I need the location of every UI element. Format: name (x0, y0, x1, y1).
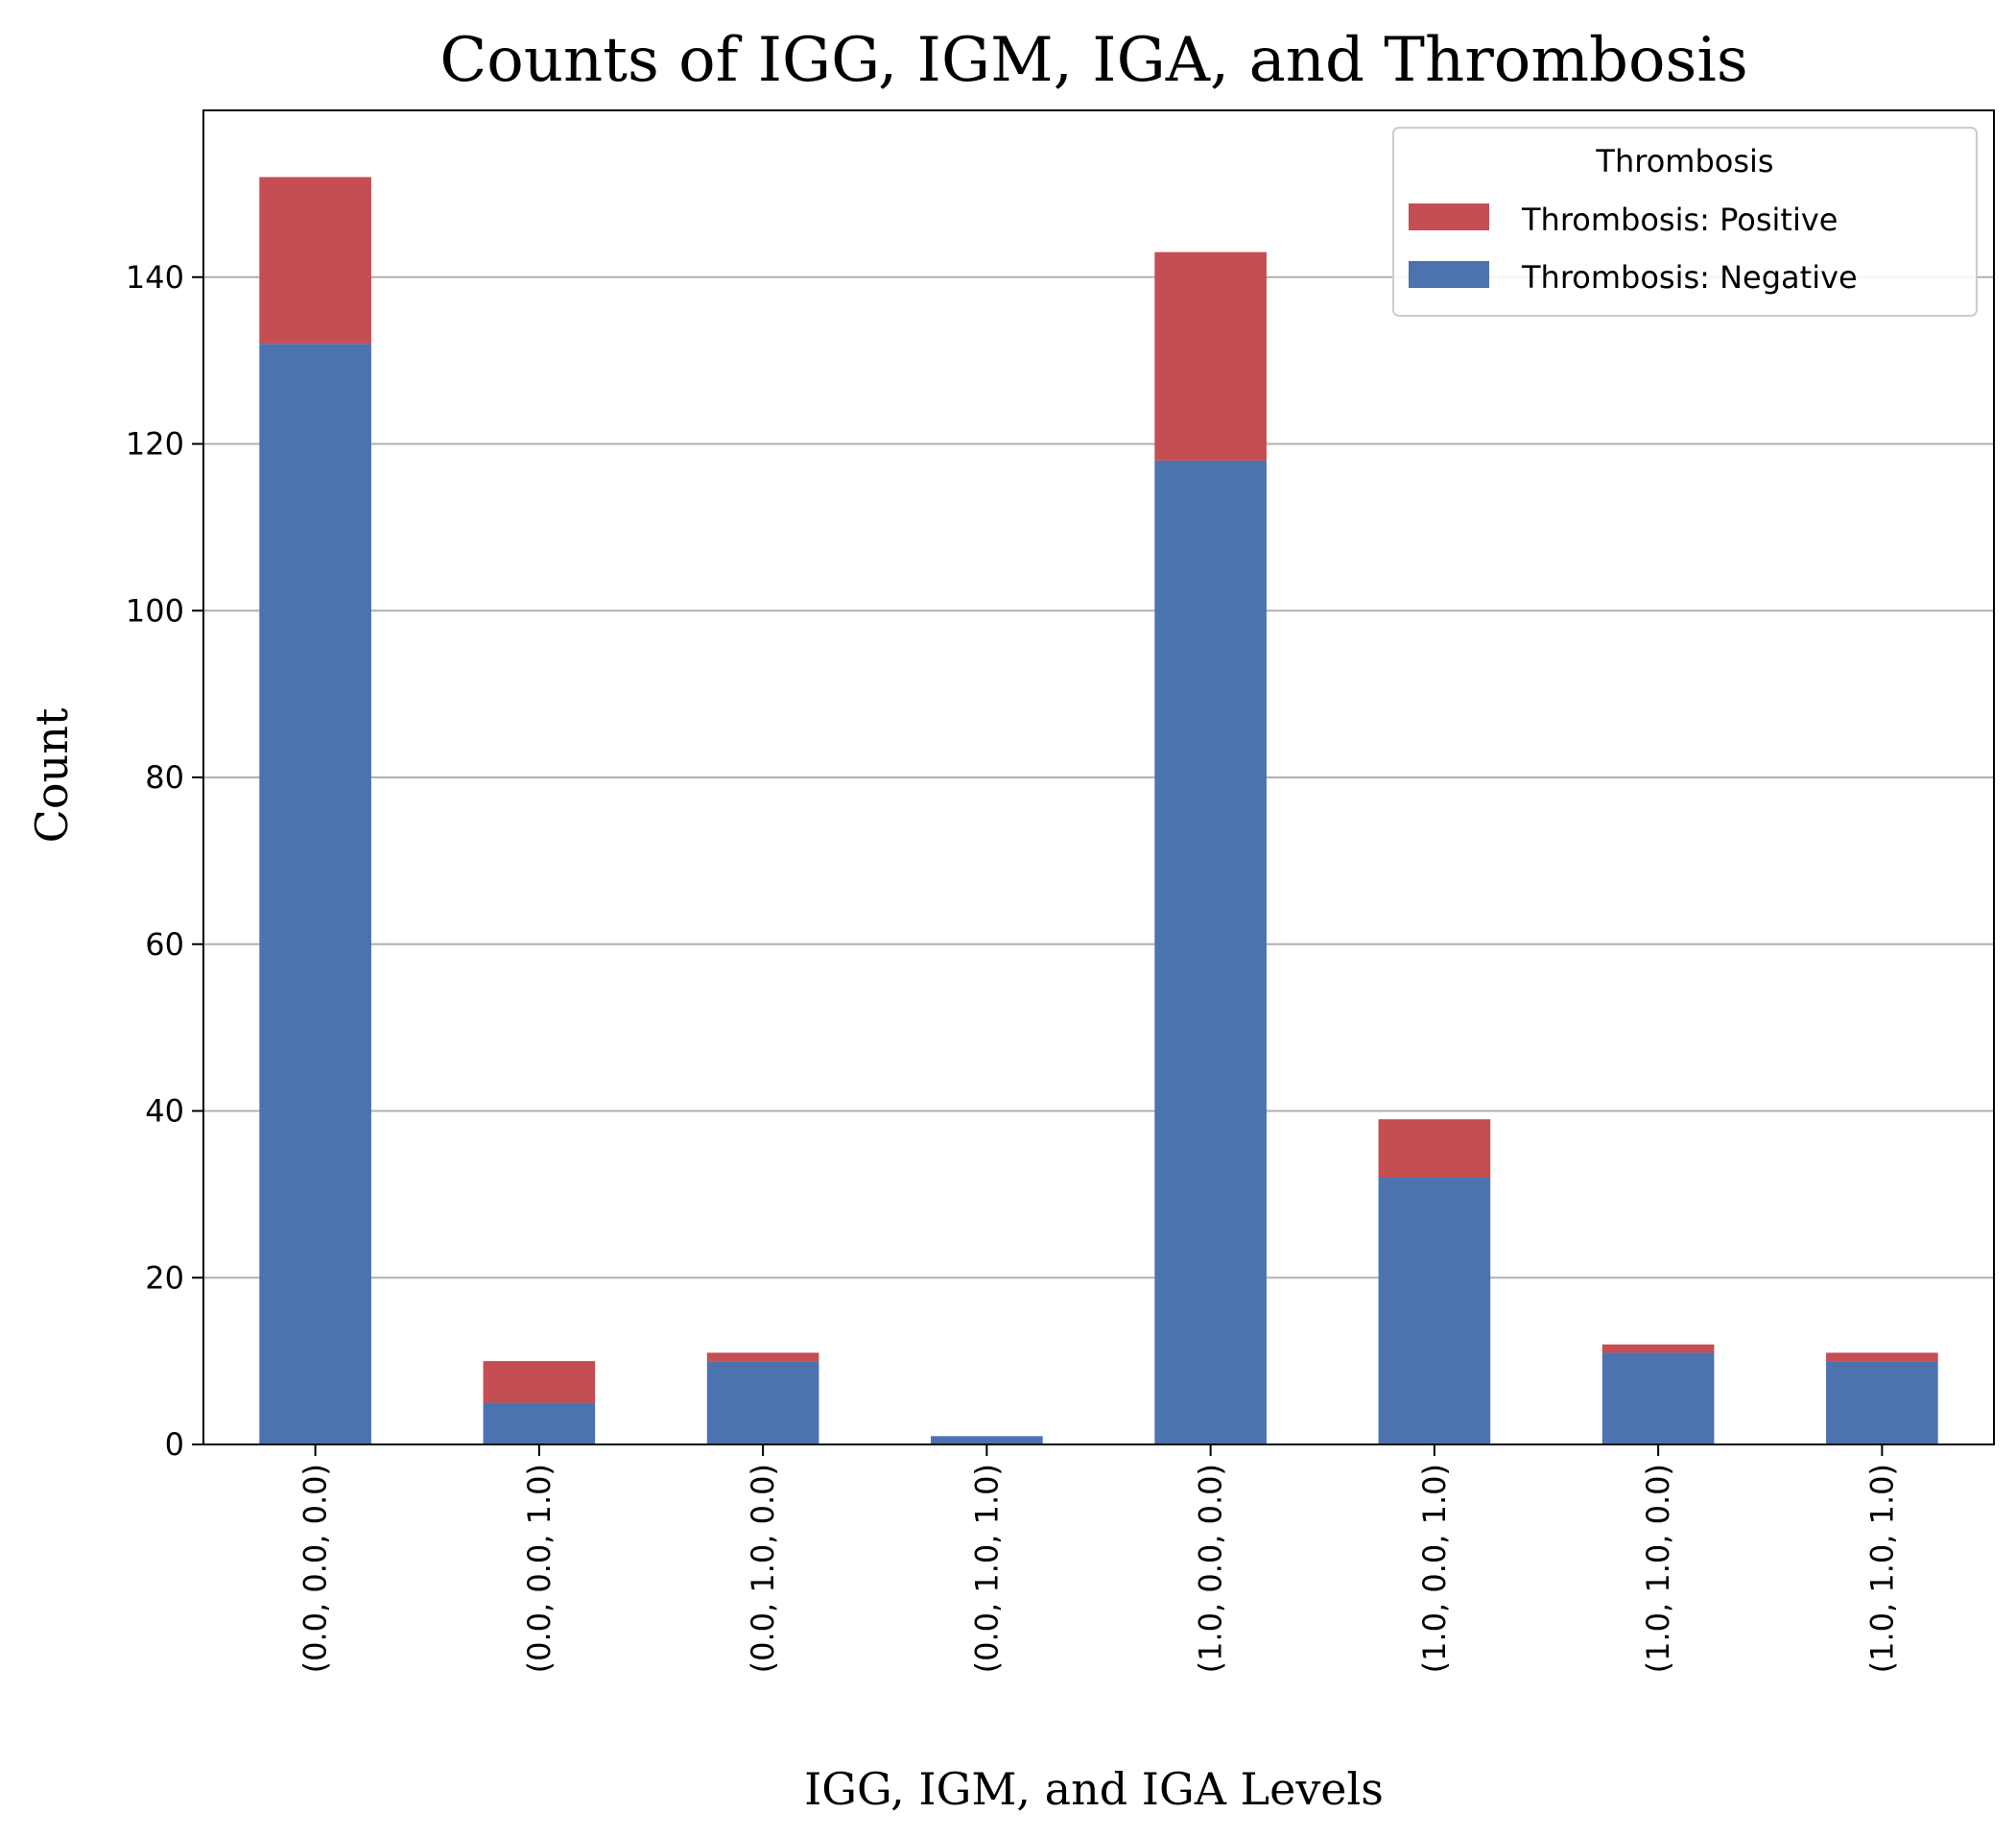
x-tick-label-4: (1.0, 0.0, 0.0) (1193, 1464, 1229, 1673)
x-tick-label-2: (0.0, 1.0, 0.0) (745, 1464, 781, 1673)
x-ticks: (0.0, 0.0, 0.0) (0.0, 0.0, 1.0) (0.0, 1.0,… (297, 1444, 1900, 1673)
y-ticks: 0 20 40 60 80 100 120 140 (126, 259, 203, 1463)
bar-2-series-1 (706, 1352, 819, 1362)
bars (259, 177, 1938, 1444)
legend-label-1: Thrombosis: Negative (1521, 259, 1858, 296)
x-tick-label-7: (1.0, 1.0, 1.0) (1863, 1464, 1900, 1673)
legend: Thrombosis Thrombosis: Positive Thrombosis… (1392, 127, 1978, 317)
legend-swatch-1 (1409, 261, 1489, 288)
grid-lines (203, 275, 1994, 1445)
y-tick-label-0: 0 (165, 1426, 184, 1463)
bar-7-series-1 (1826, 1352, 1938, 1362)
y-tick-label-2: 40 (145, 1093, 184, 1130)
bar-0-series-1 (259, 177, 371, 345)
y-tick-label-3: 60 (145, 926, 184, 963)
bar-6-series-1 (1601, 1344, 1715, 1353)
legend-label-0: Thrombosis: Positive (1521, 202, 1838, 238)
bar-2-series-0 (706, 1361, 819, 1444)
x-tick-label-5: (1.0, 0.0, 1.0) (1416, 1464, 1453, 1673)
bar-7-series-0 (1826, 1361, 1938, 1444)
bar-6-series-0 (1601, 1352, 1715, 1444)
legend-title: Thrombosis (1595, 143, 1773, 179)
legend-swatch-0 (1409, 203, 1489, 230)
x-tick-label-3: (0.0, 1.0, 1.0) (968, 1464, 1005, 1673)
x-axis-label: IGG, IGM, and IGA Levels (804, 1763, 1384, 1815)
x-tick-label-1: (0.0, 0.0, 1.0) (521, 1464, 557, 1673)
bar-5-series-1 (1378, 1119, 1491, 1178)
y-tick-label-1: 20 (145, 1259, 184, 1296)
x-tick-label-6: (1.0, 1.0, 0.0) (1640, 1464, 1676, 1673)
bar-4-series-1 (1154, 251, 1267, 461)
bar-1-series-0 (483, 1402, 596, 1444)
bar-4-series-0 (1154, 460, 1267, 1444)
bar-5-series-0 (1378, 1178, 1491, 1444)
y-tick-label-6: 120 (126, 426, 184, 463)
bar-1-series-1 (483, 1361, 596, 1403)
y-tick-label-4: 80 (145, 759, 184, 796)
y-tick-label-5: 100 (126, 592, 184, 629)
chart-title: Counts of IGG, IGM, IGA, and Thrombosis (439, 25, 1747, 96)
y-axis-label: Count (26, 707, 78, 843)
bar-0-series-0 (259, 344, 371, 1444)
x-tick-label-0: (0.0, 0.0, 0.0) (297, 1464, 334, 1673)
y-tick-label-7: 140 (126, 259, 184, 296)
bar-3-series-0 (931, 1436, 1043, 1444)
legend-box (1392, 127, 1978, 317)
